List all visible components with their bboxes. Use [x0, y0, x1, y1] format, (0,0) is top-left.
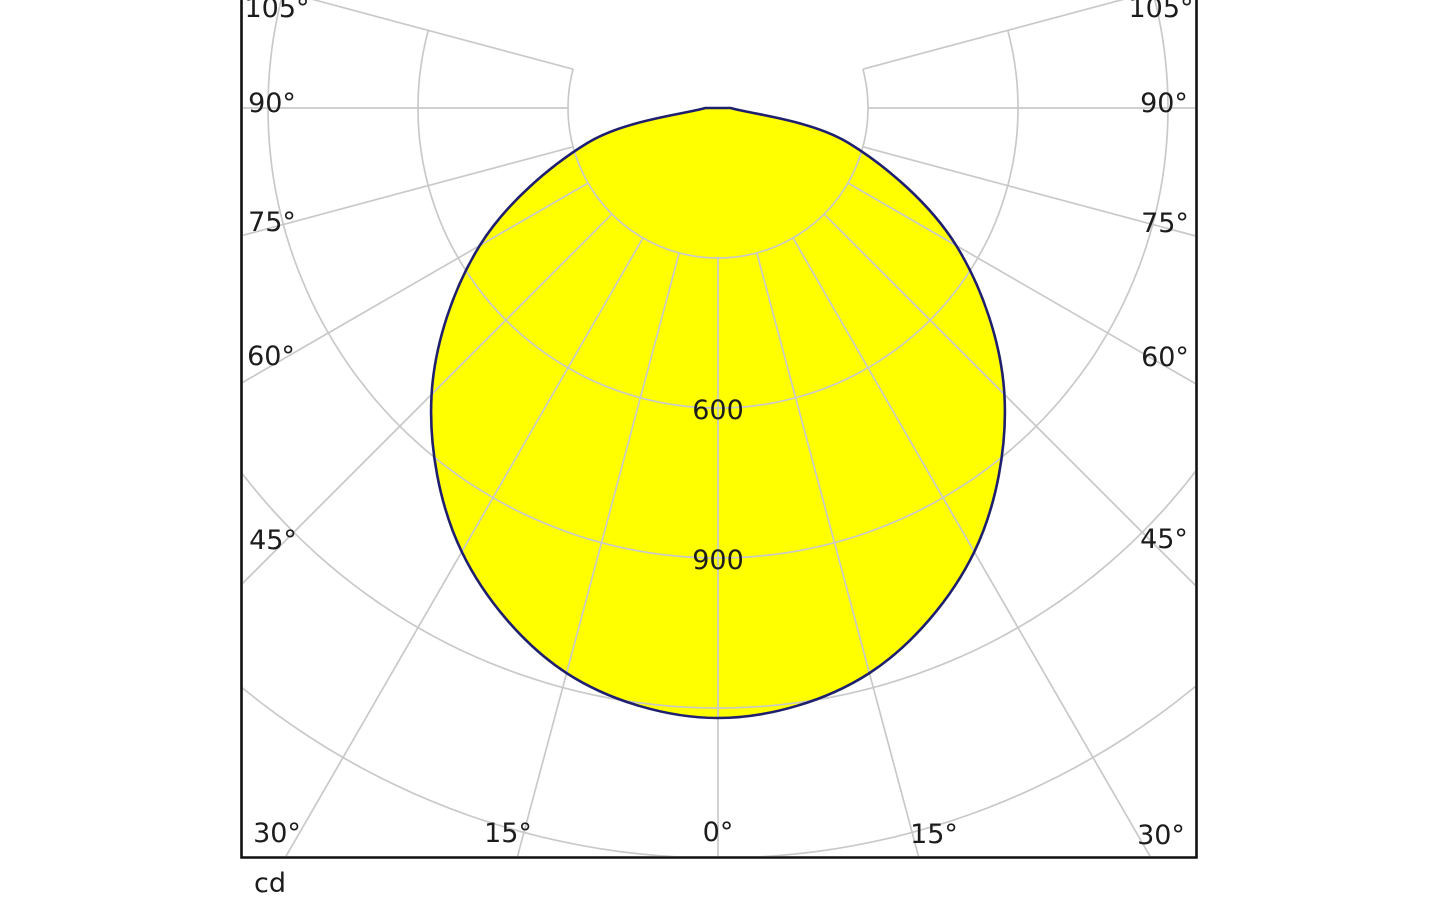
angle-label-bottom: 30°	[253, 818, 301, 849]
angle-label-left: 105°	[244, 0, 310, 24]
grid-ray--75	[243, 146, 574, 237]
angle-label-left: 90°	[248, 88, 296, 119]
angle-label-bottom: 15°	[484, 818, 532, 849]
curve-outline	[429, 106, 1007, 720]
plot-frame	[240, 0, 1198, 859]
grid-ray--45	[243, 213, 613, 585]
angle-label-left: 45°	[249, 525, 297, 556]
grid-ray-75	[862, 146, 1195, 237]
unit-label: cd	[254, 868, 286, 899]
grid-ray--105	[311, 0, 574, 70]
grid-ray--15	[516, 252, 680, 856]
grid-ray-105	[862, 0, 1125, 70]
grid-ray-30	[792, 237, 1151, 856]
angle-label-right: 105°	[1128, 0, 1194, 24]
angle-label-right: 45°	[1140, 524, 1188, 555]
grid-ray-60	[847, 182, 1195, 385]
angle-label-right: 60°	[1141, 342, 1189, 373]
radial-value-label: 900	[692, 545, 744, 576]
grid-ray-15	[756, 252, 920, 856]
radial-value-label: 600	[692, 395, 744, 426]
angle-label-bottom: 0°	[702, 817, 734, 848]
angle-label-bottom: 15°	[910, 819, 958, 850]
angle-label-left: 60°	[247, 341, 295, 372]
angle-label-bottom: 30°	[1137, 820, 1185, 851]
angle-label-left: 75°	[248, 207, 296, 238]
angle-label-right: 75°	[1141, 208, 1189, 239]
grid-ray--60	[243, 182, 589, 384]
grid-ray--30	[285, 237, 644, 856]
angle-label-right: 90°	[1140, 88, 1188, 119]
grid-ray-45	[823, 213, 1195, 587]
